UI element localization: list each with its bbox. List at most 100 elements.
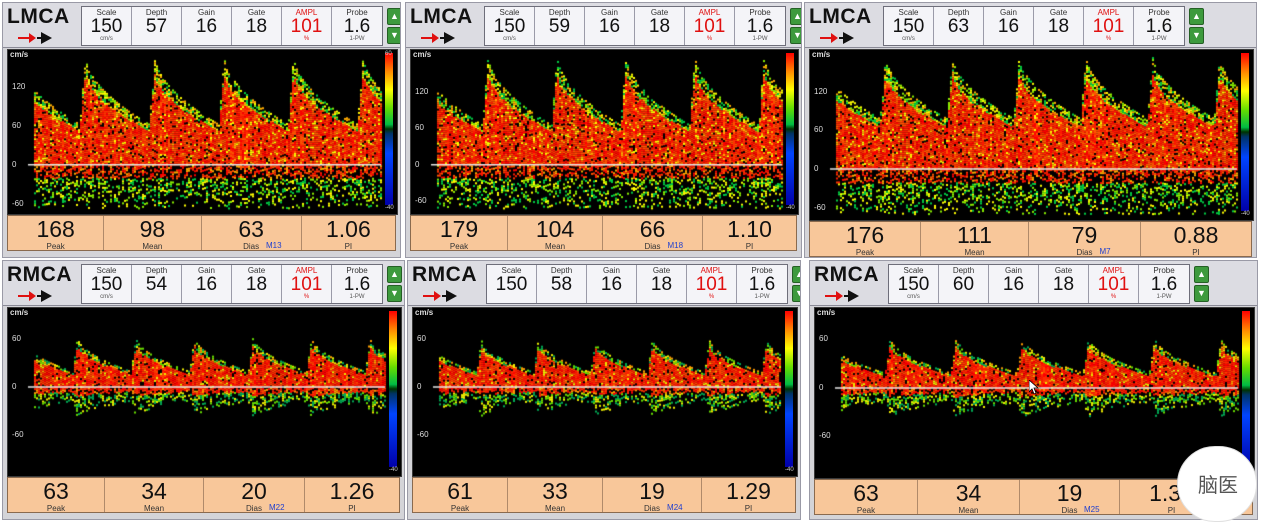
- param-gate[interactable]: Gate 18: [232, 265, 282, 303]
- param-gate[interactable]: Gate 18: [635, 7, 685, 45]
- measure-pi: 0.88 PI: [1141, 222, 1251, 258]
- stepper-down-button[interactable]: ▼: [387, 27, 400, 44]
- measure-peak: 63 Peak: [815, 480, 918, 515]
- param-gain[interactable]: Gain 16: [984, 7, 1034, 45]
- param-ampl[interactable]: AMPL 101%: [685, 7, 735, 45]
- y-tick-label: 60: [819, 334, 828, 344]
- param-ampl[interactable]: AMPL 101%: [282, 7, 332, 45]
- param-label: Gain: [1000, 8, 1017, 17]
- stepper-down-button[interactable]: ▼: [1189, 27, 1204, 44]
- y-tick-label: -60: [417, 429, 429, 439]
- stepper-down-button[interactable]: ▼: [387, 285, 402, 302]
- param-value: 1.6: [1145, 16, 1173, 37]
- measure-label: Peak: [855, 248, 875, 257]
- measure-value: 63: [238, 216, 264, 242]
- measure-value: 19: [1056, 480, 1083, 506]
- y-tick-label: 0: [819, 382, 824, 392]
- param-value: 150: [90, 16, 123, 37]
- stepper-down-button[interactable]: ▼: [1194, 285, 1209, 302]
- measure-value: 176: [845, 222, 885, 248]
- param-depth[interactable]: Depth 54: [132, 265, 182, 303]
- doppler-panel-1: LMCA Scale 150 cm/s Depth 57 Gain 16 Gate 18 AMPL…: [2, 2, 401, 258]
- param-gate[interactable]: Gate 18: [232, 7, 282, 45]
- param-scale[interactable]: Scale 150 cm/s: [82, 265, 132, 303]
- stepper-up-button[interactable]: ▲: [1194, 266, 1209, 283]
- param-value: 18: [1052, 274, 1075, 295]
- param-scale[interactable]: Scale 150 cm/s: [889, 265, 939, 303]
- param-unit: cm/s: [503, 36, 516, 42]
- param-value: 18: [648, 16, 671, 37]
- measure-value: 179: [439, 216, 479, 242]
- stepper-up-button[interactable]: ▲: [387, 8, 400, 25]
- panel-header: RMCA Scale 150 Depth 58 Gain 16 Gate 18 AMPL 101%…: [408, 261, 800, 306]
- param-probe[interactable]: Probe 1.6 1-PW: [737, 265, 787, 303]
- measure-mean: 104 Mean: [508, 216, 604, 251]
- param-label: Probe: [749, 8, 771, 17]
- measure-value: 1.26: [329, 478, 375, 504]
- measure-peak: 168 Peak: [8, 216, 105, 251]
- param-value: 63: [947, 16, 970, 37]
- param-depth[interactable]: Depth 60: [939, 265, 989, 303]
- param-value: 16: [1002, 274, 1025, 295]
- color-scale-bottom-label: -40: [385, 205, 394, 211]
- param-label: Scale: [898, 8, 919, 17]
- param-ampl[interactable]: AMPL 101%: [1084, 7, 1134, 45]
- param-label: AMPL: [700, 266, 723, 275]
- param-value: 16: [600, 274, 623, 295]
- param-ampl[interactable]: AMPL 101%: [282, 265, 332, 303]
- doppler-panel-3: LMCA Scale 150 cm/s Depth 63 Gain 16 Gate 18 AMPL…: [804, 2, 1257, 258]
- param-gain[interactable]: Gain 16: [989, 265, 1039, 303]
- stepper-down-button[interactable]: ▼: [790, 27, 801, 44]
- param-label: AMPL: [1102, 266, 1125, 275]
- param-probe[interactable]: Probe 1.6 1-PW: [735, 7, 785, 45]
- parameter-bar: Scale 150 cm/s Depth 57 Gain 16 Gate 18 AMPL 101% P…: [81, 6, 383, 46]
- param-gate[interactable]: Gate 18: [1039, 265, 1089, 303]
- param-gain[interactable]: Gain 16: [585, 7, 635, 45]
- param-unit: 1-PW: [754, 294, 770, 300]
- vessel-label: LMCA: [7, 5, 70, 28]
- measure-label: Mean: [142, 242, 163, 251]
- param-scale[interactable]: Scale 150 cm/s: [884, 7, 934, 45]
- param-probe[interactable]: Probe 1.6 1-PW: [1134, 7, 1184, 45]
- param-gain[interactable]: Gain 16: [182, 265, 232, 303]
- param-depth[interactable]: Depth 58: [537, 265, 587, 303]
- stepper-up-button[interactable]: ▲: [1189, 8, 1204, 25]
- y-tick-label: 60: [415, 123, 424, 133]
- param-scale[interactable]: Scale 150 cm/s: [485, 7, 535, 45]
- param-ampl[interactable]: AMPL 101%: [1089, 265, 1139, 303]
- stepper-up-button[interactable]: ▲: [387, 266, 402, 283]
- param-probe[interactable]: Probe 1.6 1-PW: [332, 7, 382, 45]
- stepper-up-button[interactable]: ▲: [792, 266, 800, 283]
- doppler-panel-4: RMCA Scale 150 cm/s Depth 54 Gain 16 Gate 18 AMPL…: [2, 260, 405, 520]
- param-scale[interactable]: Scale 150 cm/s: [82, 7, 132, 45]
- param-depth[interactable]: Depth 63: [934, 7, 984, 45]
- probe-direction-arrow-icon: [18, 290, 52, 302]
- param-depth[interactable]: Depth 59: [535, 7, 585, 45]
- measure-label: Peak: [450, 504, 470, 513]
- param-gate[interactable]: Gate 18: [637, 265, 687, 303]
- measure-marker: M22: [269, 503, 285, 512]
- param-gain[interactable]: Gain 16: [182, 7, 232, 45]
- stepper-up-button[interactable]: ▲: [790, 8, 801, 25]
- measure-value: 98: [139, 216, 166, 242]
- measure-value: 1.10: [727, 216, 772, 242]
- param-gate[interactable]: Gate 18: [1034, 7, 1084, 45]
- param-probe[interactable]: Probe 1.6 1-PW: [332, 265, 382, 303]
- measure-peak: 176 Peak: [810, 222, 921, 257]
- param-ampl[interactable]: AMPL 101%: [687, 265, 737, 303]
- spectrum-canvas: [413, 308, 797, 476]
- measure-dias: 19 Dias M25: [1020, 480, 1120, 515]
- param-depth[interactable]: Depth 57: [132, 7, 182, 45]
- measure-value: 104: [535, 216, 575, 242]
- color-scale-bar: [785, 311, 793, 467]
- param-value: 150: [90, 274, 123, 295]
- probe-direction-arrow-icon: [18, 32, 52, 44]
- measure-label: Mean: [958, 506, 979, 515]
- param-unit: %: [708, 294, 715, 300]
- stepper-down-button[interactable]: ▼: [792, 285, 800, 302]
- y-tick-label: 120: [12, 81, 26, 91]
- param-probe[interactable]: Probe 1.6 1-PW: [1139, 265, 1189, 303]
- param-scale[interactable]: Scale 150: [487, 265, 537, 303]
- measure-value: 1.06: [325, 216, 371, 242]
- param-gain[interactable]: Gain 16: [587, 265, 637, 303]
